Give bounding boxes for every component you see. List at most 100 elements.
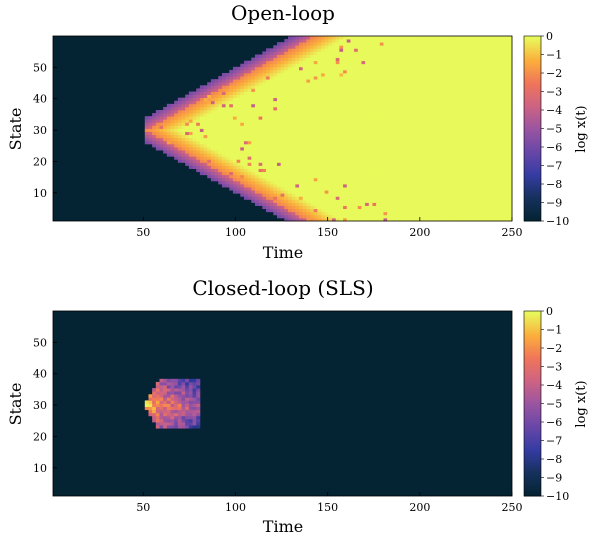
- heatmap-cell: [273, 73, 278, 77]
- heatmap-cell: [302, 208, 307, 213]
- heatmap-cell: [144, 134, 149, 139]
- heatmap-cell: [460, 119, 465, 123]
- heatmap-cell: [276, 48, 282, 52]
- heatmap-cell: [328, 82, 333, 86]
- heatmap-cell: [225, 76, 230, 80]
- heatmap-cell: [394, 190, 399, 194]
- heatmap-cell: [368, 113, 373, 117]
- heatmap-cell: [262, 156, 267, 160]
- heatmap-cell: [475, 156, 480, 160]
- heatmap-cell: [471, 113, 476, 117]
- heatmap-cell: [464, 137, 469, 142]
- heatmap-cell: [500, 48, 506, 52]
- heatmap-cell: [497, 113, 502, 117]
- heatmap-cell: [420, 196, 425, 200]
- heatmap-cell: [504, 196, 509, 200]
- heatmap-cell: [247, 79, 252, 83]
- heatmap-cell: [221, 147, 226, 151]
- heatmap-cell: [243, 153, 249, 157]
- heatmap-cell: [504, 153, 509, 157]
- heatmap-cell: [295, 36, 300, 40]
- heatmap-cell: [398, 174, 403, 179]
- heatmap-cell: [321, 171, 326, 176]
- heatmap-cell: [302, 97, 307, 102]
- heatmap-cell: [192, 128, 197, 132]
- heatmap-cell: [321, 57, 326, 62]
- heatmap-cell: [456, 177, 461, 182]
- heatmap-cell: [236, 159, 241, 163]
- heatmap-cell: [332, 187, 337, 191]
- heatmap-cell: [383, 147, 388, 151]
- heatmap-cell: [412, 180, 417, 185]
- heatmap-cell: [291, 119, 296, 123]
- heatmap-cell: [431, 137, 436, 142]
- heatmap-cell: [350, 156, 355, 160]
- heatmap-cell: [383, 122, 388, 126]
- heatmap-cell: [456, 73, 461, 77]
- heatmap-cell: [460, 79, 465, 83]
- heatmap-cell: [434, 100, 439, 105]
- heatmap-cell: [299, 113, 304, 117]
- heatmap-cell: [254, 190, 260, 194]
- heatmap-cell: [482, 76, 487, 80]
- heatmap-cell: [398, 153, 403, 157]
- heatmap-cell: [449, 100, 454, 105]
- heatmap-cell: [210, 128, 215, 132]
- heatmap-cell: [497, 162, 502, 166]
- heatmap-cell: [486, 184, 491, 188]
- heatmap-cell: [442, 36, 447, 40]
- heatmap-cell: [497, 100, 502, 105]
- heatmap-cell: [258, 57, 263, 62]
- heatmap-cell: [247, 69, 252, 74]
- heatmap-cell: [493, 187, 498, 191]
- heatmap-cell: [409, 113, 414, 117]
- heatmap-cell: [493, 39, 498, 43]
- heatmap-cell: [508, 63, 513, 68]
- heatmap-cell: [467, 214, 473, 219]
- heatmap-cell: [357, 143, 362, 148]
- heatmap-cell: [276, 113, 282, 117]
- heatmap-cell: [493, 76, 498, 80]
- heatmap-cell: [288, 97, 293, 102]
- heatmap-cell: [221, 85, 226, 89]
- heatmap-cell: [229, 143, 234, 148]
- heatmap-cell: [284, 39, 289, 43]
- heatmap-cell: [383, 168, 388, 173]
- heatmap-cell: [273, 76, 278, 80]
- heatmap-cell: [460, 159, 465, 163]
- heatmap-cell: [196, 97, 201, 102]
- heatmap-cell: [409, 199, 414, 203]
- heatmap-cell: [398, 85, 403, 89]
- heatmap-cell: [214, 88, 219, 92]
- heatmap-cell: [376, 208, 381, 213]
- heatmap-cell: [310, 63, 315, 68]
- heatmap-cell: [339, 137, 344, 142]
- heatmap-cell: [343, 66, 348, 71]
- heatmap-cell: [390, 150, 395, 154]
- heatmap-cell: [420, 147, 425, 151]
- heatmap-cell: [203, 103, 208, 108]
- heatmap-cell: [254, 137, 260, 142]
- heatmap-cell: [478, 171, 484, 176]
- heatmap-cell: [467, 42, 473, 46]
- heatmap-cell: [280, 153, 285, 157]
- heatmap-cell: [427, 217, 432, 222]
- heatmap-cell: [453, 199, 458, 203]
- heatmap-cell: [299, 162, 304, 166]
- heatmap-cell: [401, 128, 406, 132]
- heatmap-cell: [225, 73, 230, 77]
- heatmap-cell: [291, 76, 296, 80]
- heatmap-cell: [372, 150, 377, 154]
- heatmap-cell: [159, 137, 164, 142]
- heatmap-cell: [383, 94, 388, 99]
- heatmap-cell: [467, 66, 473, 71]
- heatmap-cell: [493, 184, 498, 188]
- heatmap-cell: [343, 140, 348, 145]
- heatmap-cell: [497, 137, 502, 142]
- heatmap-cell: [343, 103, 348, 108]
- heatmap-cell: [361, 51, 366, 55]
- heatmap-cell: [343, 147, 348, 151]
- heatmap-cell: [306, 174, 311, 179]
- heatmap-cell: [357, 51, 362, 55]
- heatmap-cell: [493, 143, 498, 148]
